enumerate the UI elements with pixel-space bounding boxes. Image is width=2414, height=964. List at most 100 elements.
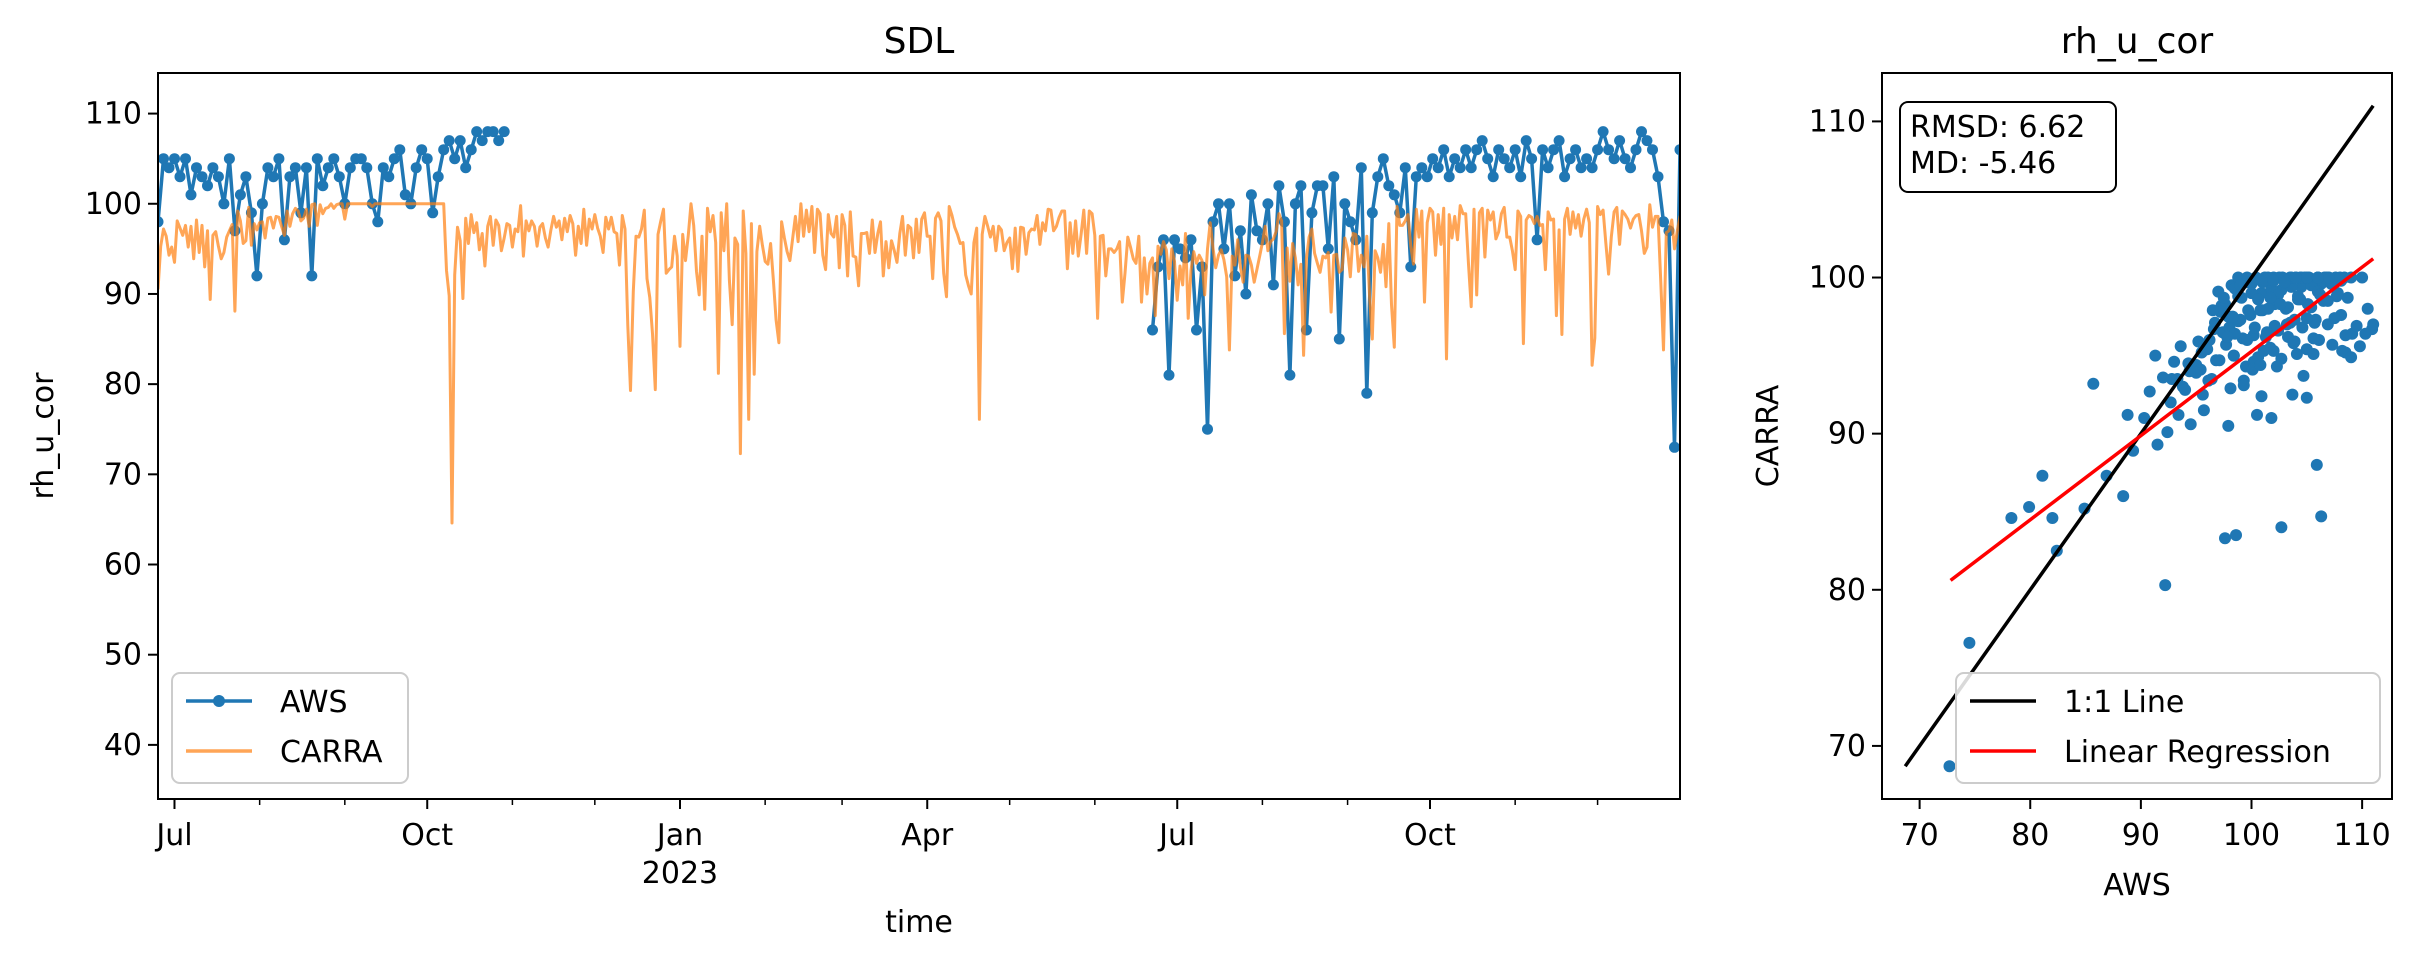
aws-point [1322,243,1334,255]
scatter-point [2256,276,2269,289]
aws-point [212,171,224,183]
aws-point [1355,162,1367,174]
scatter-point [2295,280,2308,293]
scatter-point [2206,304,2219,317]
scatter-point [2087,377,2100,390]
timeseries-y-tick-label: 50 [104,638,142,673]
aws-point [1213,198,1224,210]
aws-point [1597,126,1609,138]
aws-point [1333,333,1345,345]
aws-point [1163,369,1175,381]
aws-point [169,153,180,165]
scatter-x-tick-label: 90 [2122,818,2160,853]
aws-point [1443,171,1455,183]
aws-point [410,162,422,174]
scatter-point [2274,298,2287,311]
aws-point [493,135,505,147]
timeseries-y-tick-label: 100 [85,187,142,222]
aws-point [471,126,483,138]
scatter-point [2192,335,2205,348]
aws-point [438,144,450,156]
scatter-point [2300,391,2313,404]
aws-point [1240,288,1252,300]
scatter-y-label: CARRA [1751,384,1786,487]
timeseries-legend: AWS CARRA [171,672,409,784]
timeseries-x-tick-label: Jan [655,818,703,853]
scatter-point [2251,408,2263,421]
aws-point [1416,162,1428,174]
scatter-point [2367,318,2380,331]
scatter-title: rh_u_cor [2061,21,2214,62]
aws-point [454,135,466,147]
aws-point [1603,144,1615,156]
aws-point [1686,108,1697,119]
scatter-point [2300,312,2313,325]
series-line-carra [158,202,1680,525]
aws-point [355,153,367,165]
scatter-point [2339,329,2352,342]
aws-point [1520,135,1532,147]
aws-point [1542,162,1554,174]
aws-point [163,162,175,174]
timeseries-x-tick-label: Jul [1157,818,1195,853]
scatter-point [2143,385,2156,398]
aws-point [251,270,263,282]
aws-point [1537,144,1549,156]
legend-carra-label: CARRA [280,735,383,770]
aws-point [1553,135,1565,147]
scatter-y-tick-label: 90 [1828,417,1866,452]
scatter-point [2286,388,2299,401]
scatter-point [2174,340,2187,353]
aws-point [388,153,400,165]
scatter-x-tick-label: 80 [2011,818,2049,853]
aws-point [465,144,477,156]
stats-box-frame [1899,101,2117,193]
timeseries-series-group [158,108,1724,525]
timeseries-x-tick-label: Oct [401,818,453,853]
aws-point [1713,117,1724,128]
aws-point [361,162,373,174]
timeseries-y-tick-label: 80 [104,367,142,402]
scatter-point [2350,319,2363,332]
aws-point [1614,135,1626,147]
scatter-point [2161,426,2174,439]
scatter-point [2296,321,2309,334]
aws-point [1383,180,1395,192]
aws-point [383,171,395,183]
aws-point [1697,108,1708,119]
aws-point [1669,441,1680,453]
scatter-point [2270,360,2283,373]
timeseries-title: SDL [884,21,955,62]
scatter-point [2265,412,2278,424]
aws-point [1471,144,1483,156]
scatter-point [2300,271,2313,284]
aws-point [1223,198,1235,210]
aws-point [158,216,164,228]
scatter-point [2264,291,2277,304]
aws-point [1388,189,1400,201]
aws-point [1680,126,1691,137]
scatter-point [2257,344,2270,357]
timeseries-x-tick-label: Jul [154,818,192,853]
scatter-point [2230,529,2242,542]
aws-point [1410,171,1422,183]
scatter-point [2217,291,2230,304]
aws-point [207,162,219,174]
aws-point [366,198,378,210]
scatter-point [2149,349,2162,362]
timeseries-y-label: rh_u_cor [26,372,61,500]
aws-point [1460,144,1472,156]
aws-point [416,144,428,156]
scatter-y-tick-label: 80 [1828,573,1866,608]
regression-line [1949,257,2375,582]
scatter-legend: 1:1 Line Linear Regression [1955,672,2381,784]
scatter-point [2172,408,2185,421]
scatter-stats-box: RMSD: 6.62 MD: -5.46 [1899,101,2117,193]
aws-point [262,162,274,174]
scatter-x-tick-label: 110 [2333,818,2390,853]
scatter-point [2294,293,2307,306]
scatter-point [2267,344,2280,357]
aws-point [1515,171,1527,183]
aws-point [1289,198,1301,210]
